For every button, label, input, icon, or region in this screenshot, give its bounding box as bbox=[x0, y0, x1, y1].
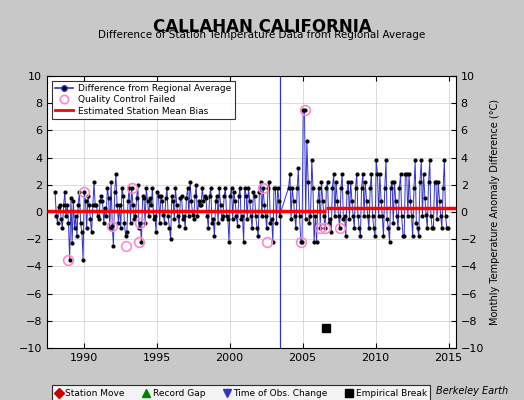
Text: Difference of Station Temperature Data from Regional Average: Difference of Station Temperature Data f… bbox=[99, 30, 425, 40]
Text: CALLAHAN CALIFORNIA: CALLAHAN CALIFORNIA bbox=[152, 18, 372, 36]
Text: Berkeley Earth: Berkeley Earth bbox=[436, 386, 508, 396]
Legend: Station Move, Record Gap, Time of Obs. Change, Empirical Break: Station Move, Record Gap, Time of Obs. C… bbox=[52, 385, 430, 400]
Y-axis label: Monthly Temperature Anomaly Difference (°C): Monthly Temperature Anomaly Difference (… bbox=[489, 99, 500, 325]
